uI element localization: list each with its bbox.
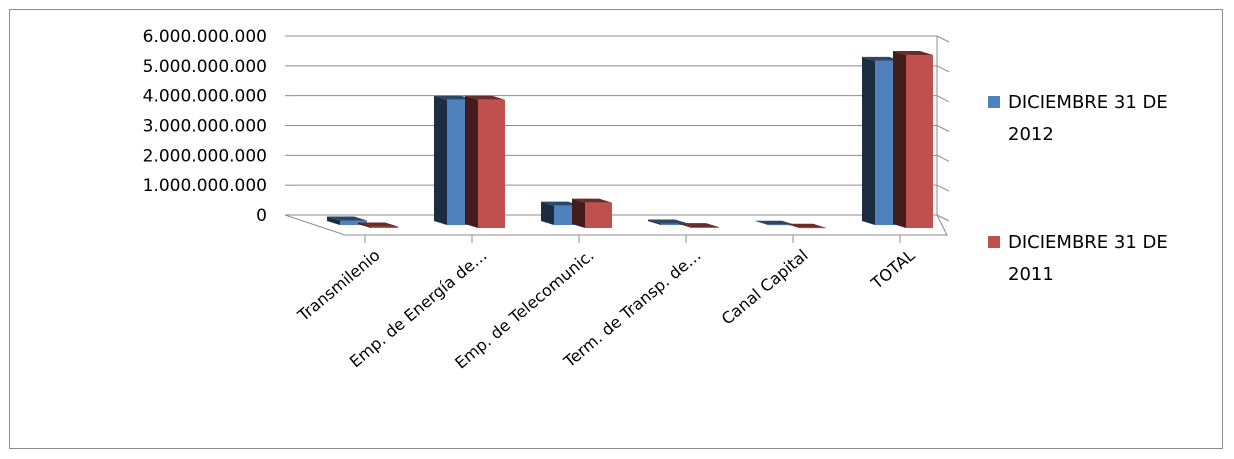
legend-label-line: DICIEMBRE 31 DE <box>1008 232 1168 253</box>
bar-top-face <box>893 50 933 55</box>
y-tick-label: 1.000.000.000 <box>143 176 267 196</box>
bar-2011 <box>679 223 719 228</box>
bar-top-face <box>862 56 902 61</box>
bar-2011 <box>465 95 505 228</box>
bar-top-face <box>541 201 581 206</box>
bar-front-face <box>799 227 826 229</box>
x-category-label: Canal Capital <box>718 246 812 329</box>
gridline-side <box>936 95 950 103</box>
bar-side-face <box>465 95 478 228</box>
bar-side-face <box>862 56 875 225</box>
bar-front-face <box>585 202 612 228</box>
legend-label: DICIEMBRE 31 DE 2012 <box>1008 92 1168 145</box>
bar-front-face <box>371 226 398 228</box>
bar-2012 <box>755 220 795 226</box>
bar-front-face <box>692 227 719 228</box>
bar-2011 <box>358 222 398 228</box>
bar-side-face <box>327 216 340 225</box>
legend-item-2012: DICIEMBRE 31 DE 2012 <box>988 92 1168 145</box>
gridline-side <box>936 65 950 73</box>
bar-top-face <box>648 219 688 224</box>
bar-side-face <box>755 220 768 225</box>
chart-legend: DICIEMBRE 31 DE 2012 DICIEMBRE 31 DE 2011 <box>988 92 1168 285</box>
chart-bars <box>327 50 933 229</box>
legend-swatch <box>988 236 1000 248</box>
legend-label-line: 2012 <box>1008 124 1054 145</box>
y-tick-label: 0 <box>256 206 267 226</box>
y-axis-ticks: 0 1.000.000.000 2.000.000.000 3.000.000.000… <box>143 27 267 226</box>
legend-label-line: 2011 <box>1008 264 1054 285</box>
bar-side-face <box>434 95 447 225</box>
bar-top-face <box>358 222 398 227</box>
bar-top-face <box>465 95 505 100</box>
bar-2012 <box>327 216 367 225</box>
bar-top-face <box>786 223 826 228</box>
x-category-label: Transmilenio <box>293 246 383 326</box>
legend-item-2011: DICIEMBRE 31 DE 2011 <box>988 232 1168 285</box>
gridline-side <box>936 125 950 132</box>
y-tick-label: 5.000.000.000 <box>143 57 267 77</box>
legend-label-line: DICIEMBRE 31 DE <box>1008 92 1168 113</box>
chart-svg: 0 1.000.000.000 2.000.000.000 3.000.000.000… <box>143 27 1168 373</box>
bar-side-face <box>572 198 585 228</box>
bar-2011 <box>893 50 933 228</box>
y-tick-label: 6.000.000.000 <box>143 27 267 47</box>
bar-front-face <box>768 224 795 226</box>
bar-top-face <box>434 95 474 100</box>
bar-side-face <box>786 223 799 228</box>
bar-2012 <box>648 219 688 225</box>
bar-front-face <box>478 99 505 228</box>
bar-top-face <box>572 198 612 203</box>
bar-front-face <box>661 223 688 225</box>
y-tick-label: 4.000.000.000 <box>143 87 267 107</box>
legend-swatch <box>988 96 1000 108</box>
bar-side-face <box>648 219 661 225</box>
bar-top-face <box>755 220 795 225</box>
bar-top-face <box>679 223 719 228</box>
gridline-side <box>936 214 950 222</box>
x-category-label: TOTAL <box>867 245 919 293</box>
gridline-side <box>936 184 950 192</box>
bar-2011 <box>572 198 612 228</box>
y-tick-label: 3.000.000.000 <box>143 117 267 137</box>
y-tick-label: 2.000.000.000 <box>143 146 267 166</box>
legend-label: DICIEMBRE 31 DE 2011 <box>1008 232 1168 285</box>
gridline-side <box>936 35 950 43</box>
bar-2011 <box>786 223 826 229</box>
bar-side-face <box>541 201 554 225</box>
gridline-side <box>936 154 950 162</box>
bar-front-face <box>906 54 933 228</box>
bar-side-face <box>679 223 692 228</box>
bar-top-face <box>327 216 367 221</box>
chart-frame: 0 1.000.000.000 2.000.000.000 3.000.000.000… <box>9 9 1223 449</box>
chart-gridlines <box>285 35 950 222</box>
bar-side-face <box>893 50 906 228</box>
bar-front-face <box>340 220 367 225</box>
bar-side-face <box>358 222 371 228</box>
